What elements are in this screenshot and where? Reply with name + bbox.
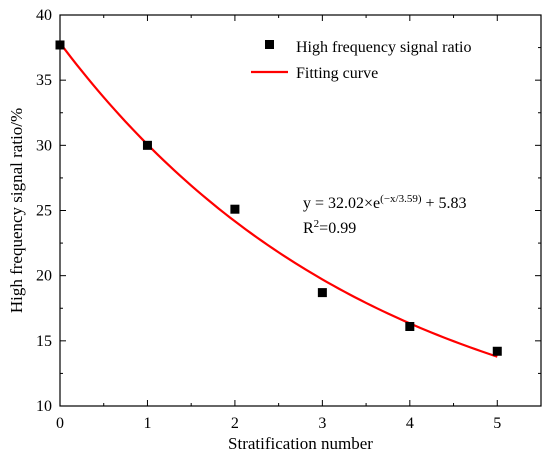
data-point [317,288,327,298]
y-axis-label: High frequency signal ratio/% [7,108,26,313]
r2-value: =0.99 [319,220,356,237]
y-tick-label: 35 [36,72,52,89]
r-squared: R2=0.99 [303,218,356,237]
x-tick-label: 1 [143,415,151,432]
y-tick-label: 10 [36,398,52,415]
x-axis-label: Stratification number [228,434,373,453]
y-tick-label: 25 [36,203,52,220]
equation-suffix: + 5.83 [422,195,467,212]
equation-exponent: (−x/3.59) [380,193,422,205]
x-tick-label: 3 [318,415,326,432]
y-tick-label: 30 [36,137,52,154]
data-point [405,321,415,331]
r2-superscript: 2 [314,218,320,230]
equation-prefix: y = 32.02×e [303,195,380,212]
x-tick-label: 5 [493,415,501,432]
data-point [142,140,152,150]
y-tick-label: 40 [36,7,52,24]
x-tick-label: 4 [406,415,414,432]
data-point [492,346,502,356]
legend-label-line: Fitting curve [296,65,378,82]
axes: 0 1 2 3 4 5 10 15 20 25 30 35 40 Stratification numbe… [7,7,542,453]
y-tick-label: 15 [36,333,52,350]
fit-equation: y = 32.02×e(−x/3.59) + 5.83 [303,193,467,212]
x-tick-label: 2 [231,415,239,432]
y-tick-label: 20 [36,268,52,285]
legend-label-scatter: High frequency signal ratio [296,39,472,56]
r2-prefix: R [303,220,314,237]
plot-marks [55,40,502,358]
data-point [55,40,65,50]
legend-marker-square [265,40,274,49]
x-tick-label: 0 [56,415,64,432]
fitting-curve-line [59,42,498,358]
data-point [230,204,240,214]
legend: High frequency signal ratio Fitting curv… [251,39,472,82]
